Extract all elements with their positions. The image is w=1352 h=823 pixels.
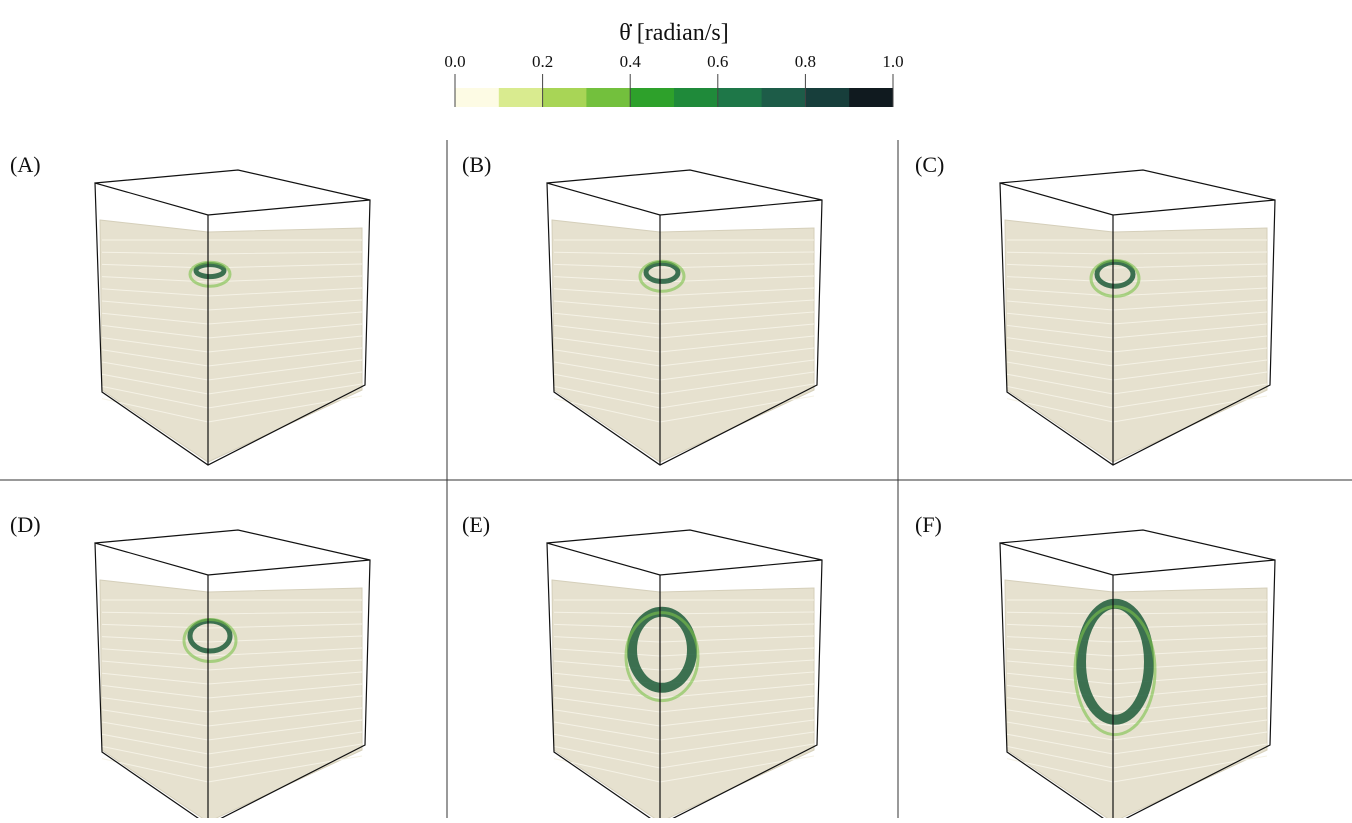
colorbar-bin bbox=[674, 88, 718, 107]
tick-label: 0.8 bbox=[795, 52, 816, 71]
panel-label: (E) bbox=[462, 512, 490, 537]
tick-label: 0.2 bbox=[532, 52, 553, 71]
colorbar-bin bbox=[543, 88, 587, 107]
panel-label: (D) bbox=[10, 512, 41, 537]
panel: (C) bbox=[915, 152, 1275, 465]
panel-label: (F) bbox=[915, 512, 942, 537]
colorbar-bin bbox=[849, 88, 893, 107]
tick-label: 0.6 bbox=[707, 52, 728, 71]
tick-label: 0.4 bbox=[620, 52, 642, 71]
colorbar-bin bbox=[499, 88, 543, 107]
tick-label: 0.0 bbox=[444, 52, 465, 71]
colorbar-bin bbox=[586, 88, 630, 107]
panel-label: (A) bbox=[10, 152, 41, 177]
volume bbox=[100, 220, 362, 462]
colorbar-bin bbox=[630, 88, 674, 107]
panel: (F) bbox=[915, 512, 1275, 818]
panel: (B) bbox=[462, 152, 822, 465]
colorbar-bin bbox=[455, 88, 499, 107]
volume bbox=[552, 220, 814, 462]
colorbar-bin bbox=[718, 88, 762, 107]
panel: (A) bbox=[10, 152, 370, 465]
colorbar-title: θ̇ [radian/s] bbox=[619, 20, 728, 46]
colorbar-bin bbox=[805, 88, 849, 107]
panel: (D) bbox=[10, 512, 370, 818]
tick-label: 1.0 bbox=[882, 52, 903, 71]
panel: (E) bbox=[462, 512, 822, 818]
panel-label: (B) bbox=[462, 152, 491, 177]
colorbar-bin bbox=[762, 88, 806, 107]
figure: θ̇ [radian/s] 0.0 0.2 0.4 0.6 0.8 1.0 (A) (B) (C… bbox=[0, 0, 1352, 818]
volume bbox=[1005, 220, 1267, 462]
panel-label: (C) bbox=[915, 152, 944, 177]
volume bbox=[100, 580, 362, 818]
